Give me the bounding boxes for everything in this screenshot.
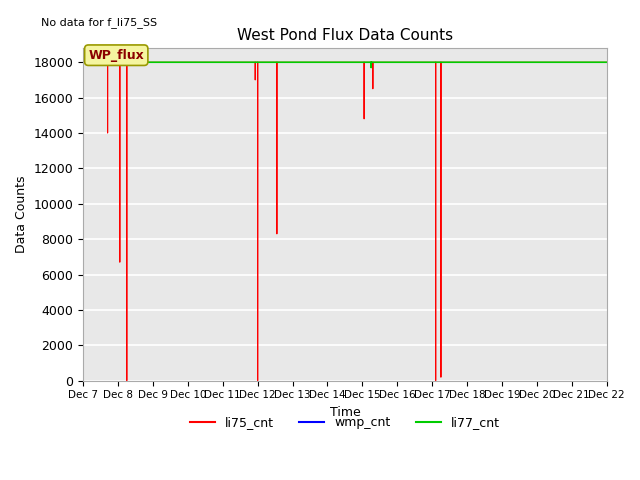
- li77_cnt: [367, 60, 375, 65]
- li77_cnt: [367, 60, 375, 65]
- li75_cnt: [603, 60, 611, 65]
- X-axis label: Time: Time: [330, 406, 360, 419]
- Title: West Pond Flux Data Counts: West Pond Flux Data Counts: [237, 28, 453, 43]
- Text: No data for f_li75_SS: No data for f_li75_SS: [41, 17, 157, 28]
- li77_cnt: [79, 60, 87, 65]
- Line: li75_cnt: li75_cnt: [83, 62, 607, 381]
- li77_cnt: [603, 60, 611, 65]
- li75_cnt: [252, 60, 259, 65]
- li75_cnt: [360, 60, 368, 65]
- li75_cnt: [254, 60, 262, 65]
- li75_cnt: [79, 60, 87, 65]
- Text: WP_flux: WP_flux: [88, 48, 144, 62]
- li77_cnt: [367, 60, 375, 65]
- li75_cnt: [104, 60, 111, 65]
- Line: li77_cnt: li77_cnt: [83, 62, 607, 68]
- Y-axis label: Data Counts: Data Counts: [15, 176, 28, 253]
- li77_cnt: [367, 65, 375, 71]
- Legend: li75_cnt, wmp_cnt, li77_cnt: li75_cnt, wmp_cnt, li77_cnt: [186, 411, 504, 434]
- li75_cnt: [360, 60, 368, 65]
- li75_cnt: [123, 378, 131, 384]
- li75_cnt: [437, 374, 445, 380]
